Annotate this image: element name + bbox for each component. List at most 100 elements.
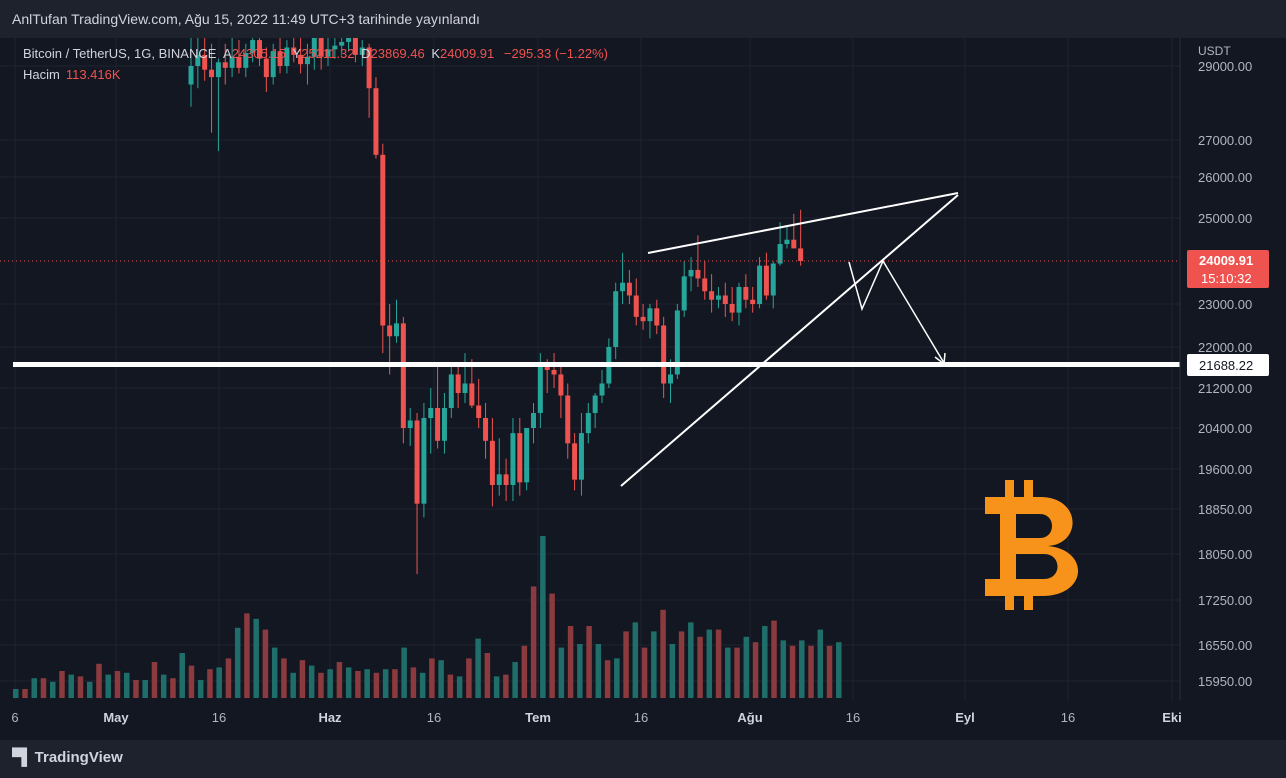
price-tick-labels: 29000.00 27000.00 26000.00 25000.00 23000.00… <box>1198 59 1252 689</box>
candle <box>209 43 215 133</box>
candle <box>346 38 352 52</box>
candle <box>510 418 516 501</box>
volume-bar <box>364 669 370 698</box>
low-key: D <box>361 46 371 61</box>
candle <box>517 418 523 496</box>
price-tick-label: 16550.00 <box>1198 638 1252 653</box>
candle <box>291 38 297 63</box>
close-value: 24009.91 <box>440 46 495 61</box>
open-key: A <box>223 46 232 61</box>
price-tick-label: 15950.00 <box>1198 674 1252 689</box>
price-tick-label: 21200.00 <box>1198 381 1252 396</box>
bitcoin-icon <box>985 480 1079 610</box>
price-tick-label: 29000.00 <box>1198 59 1252 74</box>
candle <box>798 209 804 266</box>
time-tick-label: 16 <box>634 710 648 725</box>
volume-bar <box>715 629 722 698</box>
time-tick-label: May <box>103 710 129 725</box>
candle <box>462 353 468 403</box>
candle <box>188 38 194 107</box>
volume-bar <box>123 672 130 698</box>
volume-bar <box>336 662 343 698</box>
volume-bar <box>355 671 361 698</box>
candle <box>414 413 420 575</box>
candle <box>332 38 338 59</box>
volume-bar <box>808 645 814 698</box>
volume-bar <box>327 669 333 698</box>
volume-bar <box>503 674 509 698</box>
candle <box>270 43 276 85</box>
volume-bar <box>660 609 666 698</box>
price-tick-label: 25000.00 <box>1198 211 1252 226</box>
candle <box>339 38 345 55</box>
candle <box>455 365 461 408</box>
candle <box>578 413 584 496</box>
candle <box>489 418 495 507</box>
volume-bar <box>706 629 713 698</box>
chart-grid <box>0 38 1180 700</box>
candle <box>620 252 626 304</box>
candle <box>236 40 242 74</box>
volume-bar <box>244 613 250 698</box>
close-key: K <box>431 46 441 61</box>
volume-bar <box>253 618 259 698</box>
volume-bar <box>299 660 306 698</box>
volume-bar <box>96 663 102 698</box>
candle <box>448 365 454 418</box>
candle <box>524 428 530 491</box>
volume-bar <box>493 676 500 698</box>
candle <box>277 38 283 74</box>
time-tick-label: 16 <box>427 710 441 725</box>
candle <box>352 38 358 63</box>
axis-currency: USDT <box>1198 44 1231 58</box>
tradingview-logo-text: TradingView <box>34 749 123 766</box>
last-price-tag <box>1187 250 1269 288</box>
volume-bar <box>160 674 167 698</box>
candle <box>298 38 304 74</box>
volume-bar <box>614 658 620 698</box>
volume-bar <box>290 672 296 698</box>
candle <box>359 40 365 66</box>
volume-bar <box>475 638 481 698</box>
volume-bar <box>447 674 454 698</box>
volume-legend: Hacim 113.416K <box>23 67 121 82</box>
volume-bar <box>234 627 241 698</box>
candle <box>585 403 591 444</box>
volume-label: Hacim <box>23 67 60 82</box>
volume-bar <box>216 667 222 698</box>
volume-bar <box>13 689 19 698</box>
price-tick-label: 19600.00 <box>1198 462 1252 477</box>
candle <box>195 38 201 89</box>
price-tick-label: 20400.00 <box>1198 421 1252 436</box>
volume-bar <box>789 645 796 698</box>
volume-bar <box>22 689 28 698</box>
candle <box>229 38 235 78</box>
candle <box>640 304 646 330</box>
candle <box>565 383 571 459</box>
candle <box>441 393 447 454</box>
candle <box>592 393 598 428</box>
volume-bar <box>271 647 278 698</box>
candle <box>551 353 557 388</box>
volume-bar <box>836 642 842 698</box>
candle <box>572 433 578 491</box>
volume-bar <box>586 626 592 698</box>
time-tick-label: Eki <box>1162 710 1182 725</box>
volume-bar <box>549 593 555 698</box>
volume-bar <box>188 665 195 698</box>
price-chart[interactable]: USDT 29000.00 27000.00 26000.00 25000.00 230… <box>0 38 1286 740</box>
candle <box>421 403 427 518</box>
candle <box>763 252 769 300</box>
volume-bar <box>799 640 805 698</box>
candle <box>222 43 228 85</box>
candle <box>777 222 783 266</box>
candle <box>770 261 776 309</box>
volume-bar <box>540 536 546 698</box>
tradingview-logo[interactable]: ▀▌ TradingView <box>12 749 123 767</box>
volume-bar <box>558 647 565 698</box>
candle <box>325 38 331 66</box>
volume-bar <box>382 669 389 698</box>
level-price-label: 21688.22 <box>1199 358 1253 373</box>
candle <box>633 278 639 326</box>
volume-bar <box>521 645 528 698</box>
